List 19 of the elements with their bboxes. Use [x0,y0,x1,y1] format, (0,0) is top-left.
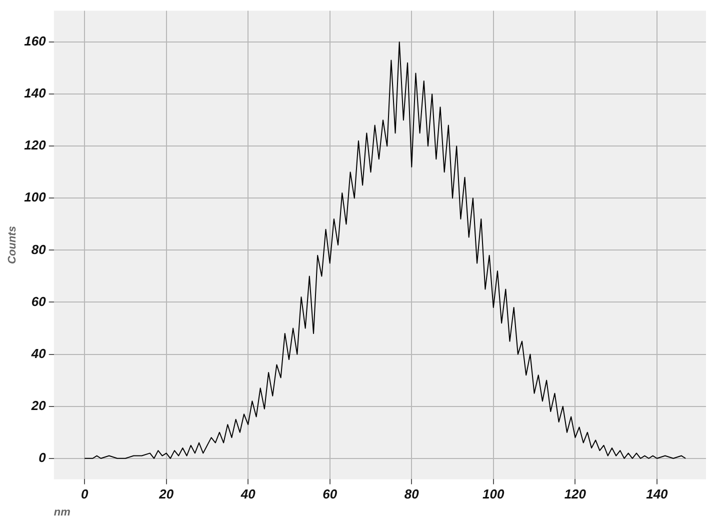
y-tick-label: 140 [24,86,47,101]
x-tick-label: 100 [482,486,506,502]
y-axis-title: Counts [6,226,19,264]
x-tick-label: 20 [158,486,174,502]
y-tick-label: 100 [24,190,47,205]
y-tick-label: 60 [31,294,47,309]
x-tick-label: 140 [646,486,669,502]
x-axis-title: nm [54,506,71,518]
y-tick-label: 120 [24,138,47,153]
y-tick-label: 40 [30,346,47,361]
x-tick-label: 60 [322,486,338,502]
y-tick-label: 20 [30,398,47,413]
y-tick-label: 160 [24,34,47,49]
y-tick-label: 80 [31,242,47,257]
x-tick-label: 120 [564,486,587,502]
y-tick-label: 0 [38,450,47,465]
x-tick-label: 0 [80,486,89,502]
x-tick-label: 80 [404,486,420,502]
x-tick-label: 40 [240,486,256,502]
